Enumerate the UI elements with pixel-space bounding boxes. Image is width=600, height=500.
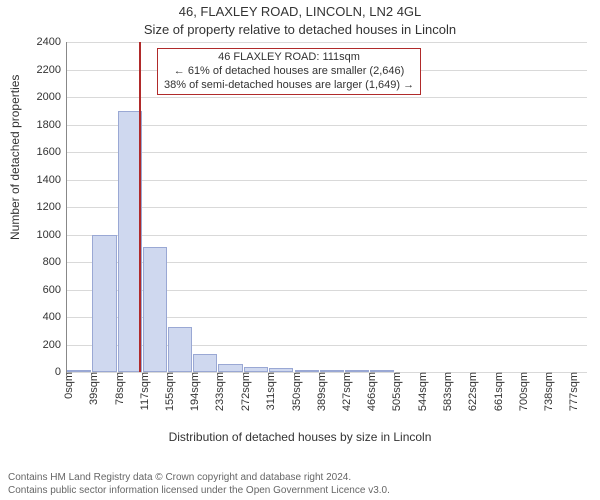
x-tick-label: 622sqm (467, 372, 479, 411)
x-tick-label: 233sqm (214, 372, 226, 411)
x-tick-label: 311sqm (265, 372, 277, 410)
y-tick-label: 1000 (37, 229, 61, 241)
gridline (67, 152, 587, 153)
histogram-bar (218, 364, 242, 372)
x-tick-label: 272sqm (240, 372, 252, 411)
footer-attribution: Contains HM Land Registry data © Crown c… (8, 472, 592, 497)
plot-area: 0200400600800100012001400160018002000220… (66, 42, 587, 373)
x-tick-label: 0sqm (63, 372, 75, 399)
y-tick-label: 0 (55, 366, 61, 378)
histogram-bar (193, 354, 217, 372)
chart-subtitle: Size of property relative to detached ho… (0, 22, 600, 37)
x-tick-label: 155sqm (164, 372, 176, 411)
x-tick-label: 661sqm (493, 372, 505, 411)
y-axis-label: Number of detached properties (8, 75, 22, 240)
gridline (67, 42, 587, 43)
gridline (67, 125, 587, 126)
footer-line2: Contains public sector information licen… (8, 485, 592, 498)
histogram-bar (92, 235, 116, 373)
annotation-line1: 46 FLAXLEY ROAD: 111sqm (164, 51, 414, 65)
y-tick-label: 1800 (37, 119, 61, 131)
gridline (67, 235, 587, 236)
annotation-box: 46 FLAXLEY ROAD: 111sqm← 61% of detached… (157, 48, 421, 95)
x-tick-label: 466sqm (366, 372, 378, 411)
x-tick-label: 505sqm (391, 372, 403, 411)
x-tick-label: 350sqm (291, 372, 303, 411)
x-tick-label: 738sqm (543, 372, 555, 411)
annotation-line3: 38% of semi-detached houses are larger (… (164, 79, 414, 93)
x-tick-label: 583sqm (442, 372, 454, 411)
x-tick-label: 389sqm (316, 372, 328, 411)
x-tick-label: 544sqm (417, 372, 429, 411)
chart-title-line1: 46, FLAXLEY ROAD, LINCOLN, LN2 4GL (0, 4, 600, 19)
gridline (67, 97, 587, 98)
property-marker-line (139, 42, 141, 372)
x-tick-label: 777sqm (568, 372, 580, 411)
y-tick-label: 2000 (37, 91, 61, 103)
x-tick-label: 117sqm (139, 372, 151, 410)
histogram-bar (143, 247, 167, 372)
x-tick-label: 78sqm (114, 372, 126, 405)
footer-line1: Contains HM Land Registry data © Crown c… (8, 472, 592, 485)
y-tick-label: 1200 (37, 201, 61, 213)
x-tick-label: 39sqm (88, 372, 100, 405)
y-tick-label: 400 (43, 311, 61, 323)
chart-container: 46, FLAXLEY ROAD, LINCOLN, LN2 4GL Size … (0, 0, 600, 500)
y-tick-label: 2400 (37, 36, 61, 48)
y-tick-label: 200 (43, 339, 61, 351)
gridline (67, 180, 587, 181)
y-tick-label: 1400 (37, 174, 61, 186)
x-axis-label: Distribution of detached houses by size … (0, 430, 600, 444)
y-tick-label: 600 (43, 284, 61, 296)
y-tick-label: 2200 (37, 64, 61, 76)
histogram-bar (168, 327, 192, 372)
x-tick-label: 194sqm (189, 372, 201, 411)
gridline (67, 207, 587, 208)
y-tick-label: 1600 (37, 146, 61, 158)
annotation-line2: ← 61% of detached houses are smaller (2,… (164, 65, 414, 79)
x-tick-label: 700sqm (518, 372, 530, 411)
y-tick-label: 800 (43, 256, 61, 268)
x-tick-label: 427sqm (341, 372, 353, 411)
